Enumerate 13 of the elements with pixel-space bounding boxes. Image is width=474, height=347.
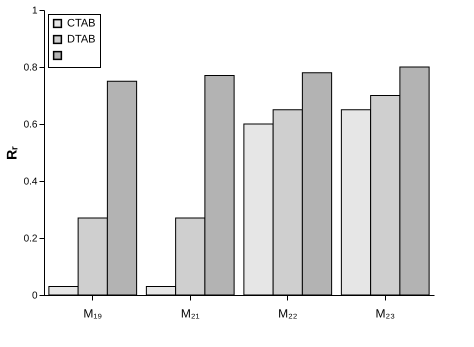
x-tick-label: M₂₃ <box>375 306 396 320</box>
legend-label: DTAB <box>67 34 96 46</box>
y-tick-label: 0 <box>32 290 38 302</box>
x-tick-label: M₁₉ <box>83 306 102 320</box>
y-tick-label: 0.8 <box>24 62 38 74</box>
x-tick-label: M₂₁ <box>180 306 200 320</box>
y-tick-label: 0.6 <box>24 120 38 130</box>
legend-label: CTAB <box>67 18 96 30</box>
x-tick-label: M₂₂ <box>278 306 298 320</box>
y-tick-label: 0.4 <box>24 176 38 188</box>
y-tick-label: 0.2 <box>24 234 38 244</box>
y-tick-label: 1 <box>32 6 38 16</box>
y-axis-title: Rᵣ <box>4 146 20 160</box>
